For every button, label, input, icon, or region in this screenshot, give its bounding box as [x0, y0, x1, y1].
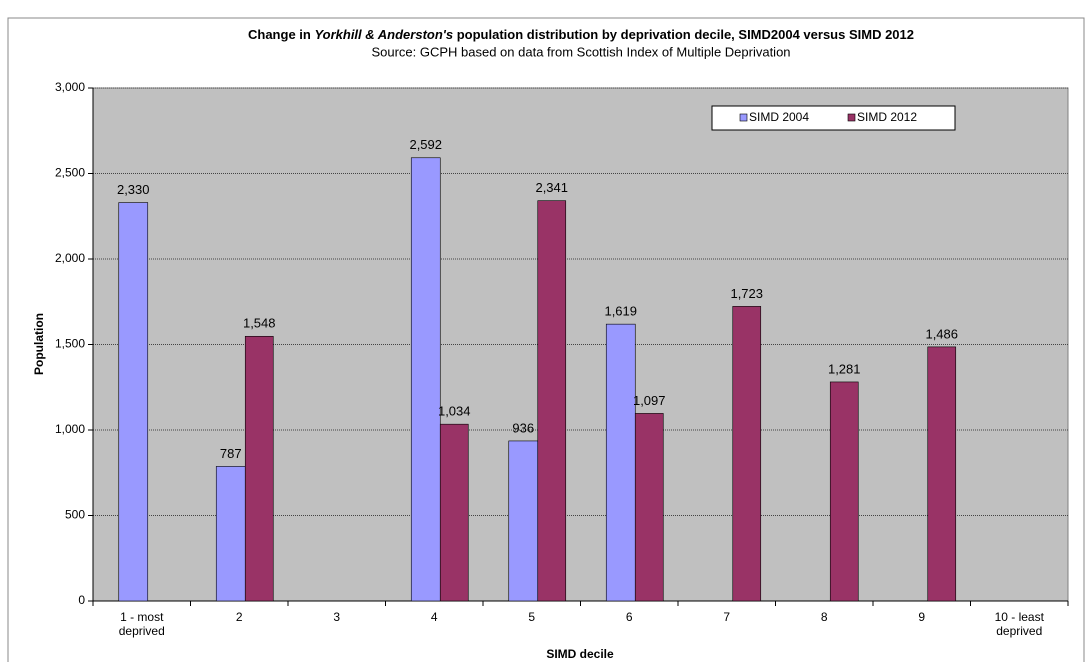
y-tick-label: 1,000 [55, 422, 85, 436]
title-part: Change in [248, 27, 314, 42]
y-tick-label: 2,500 [55, 166, 85, 180]
bar [829, 381, 859, 602]
bar [118, 202, 149, 602]
bar [215, 466, 246, 602]
bar [634, 413, 664, 602]
chart-subtitle: Source: GCPH based on data from Scottish… [371, 44, 790, 59]
data-label: 1,619 [604, 304, 637, 319]
bar [732, 306, 762, 602]
legend-label: SIMD 2012 [857, 110, 917, 124]
y-tick-label: 500 [65, 508, 85, 522]
x-tick-label: 6 [625, 610, 633, 624]
bar [605, 323, 636, 602]
y-tick-label: 1,500 [55, 337, 85, 351]
title-part: Yorkhill & Anderston's [314, 27, 453, 42]
legend-box [711, 105, 956, 131]
bar [410, 157, 441, 602]
x-tick-label: 2 [235, 610, 243, 624]
data-label: 2,341 [535, 180, 568, 195]
x-tick-label: 4 [430, 610, 438, 624]
data-label: 1,548 [243, 316, 276, 331]
legend-label: SIMD 2004 [749, 110, 809, 124]
title-part: population distribution by deprivation d… [453, 27, 914, 42]
x-tick-label: 3 [333, 610, 341, 624]
x-tick-label: 1 - most deprived [118, 610, 165, 638]
x-tick-label: 10 - least deprived [994, 610, 1044, 638]
x-tick-label: 7 [723, 610, 731, 624]
legend-swatch [847, 113, 856, 122]
y-tick-label: 3,000 [55, 80, 85, 94]
y-tick-label: 0 [78, 593, 85, 607]
x-axis-label: SIMD decile [546, 647, 614, 661]
x-tick-label: 8 [820, 610, 828, 624]
data-label: 1,723 [730, 286, 763, 301]
y-axis-label: Population [32, 313, 46, 375]
data-label: 1,486 [925, 326, 958, 341]
data-label: 2,330 [117, 182, 150, 197]
chart-title: Change in Yorkhill & Anderston's populat… [248, 27, 914, 42]
bar [537, 200, 567, 602]
data-label: 1,097 [633, 393, 666, 408]
bar [439, 423, 469, 602]
data-label: 787 [220, 446, 242, 461]
data-label: 2,592 [409, 137, 442, 152]
x-tick-label: 9 [918, 610, 926, 624]
bar [927, 346, 957, 602]
x-tick-label: 5 [528, 610, 536, 624]
bar [244, 335, 274, 602]
data-label: 1,281 [828, 361, 861, 376]
data-label: 1,034 [438, 404, 471, 419]
y-tick-label: 2,000 [55, 251, 85, 265]
legend-swatch [739, 113, 748, 122]
bar [508, 440, 539, 602]
data-label: 936 [512, 420, 534, 435]
